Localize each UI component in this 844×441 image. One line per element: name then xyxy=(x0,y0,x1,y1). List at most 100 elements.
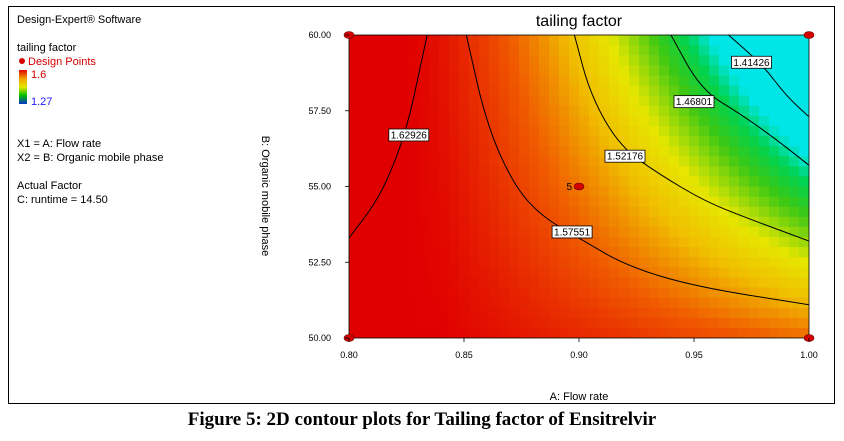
heat-cell xyxy=(429,85,440,97)
heat-cell xyxy=(429,257,440,268)
heat-cell xyxy=(489,95,500,107)
heat-cell xyxy=(709,55,720,66)
heat-cell xyxy=(519,317,530,329)
heat-cell xyxy=(359,327,370,338)
heat-cell xyxy=(579,307,590,319)
heat-cell xyxy=(499,136,510,147)
heat-cell xyxy=(549,95,560,107)
heat-cell xyxy=(519,166,530,177)
heat-cell xyxy=(759,307,770,319)
heat-cell xyxy=(649,287,660,299)
heat-cell xyxy=(709,257,720,268)
heat-cell xyxy=(769,216,780,228)
heat-cell xyxy=(689,216,700,228)
heat-cell xyxy=(669,45,680,56)
heat-cell xyxy=(549,125,560,137)
heat-cell xyxy=(499,307,510,319)
heat-cell xyxy=(729,176,740,188)
y-tick-label: 50.00 xyxy=(308,333,331,343)
heat-cell xyxy=(799,206,809,218)
heat-cell xyxy=(689,105,700,117)
heat-cell xyxy=(529,237,540,248)
heat-cell xyxy=(359,237,370,248)
heat-cell xyxy=(619,206,630,218)
heat-cell xyxy=(629,136,640,147)
heat-cell xyxy=(629,55,640,66)
heat-cell xyxy=(559,176,570,188)
heat-cell xyxy=(389,55,400,66)
heat-cell xyxy=(429,146,440,157)
heat-cell xyxy=(729,95,740,107)
heat-cell xyxy=(709,35,720,46)
heat-cell xyxy=(739,267,750,278)
heat-cell xyxy=(519,45,530,56)
heat-cell xyxy=(659,247,670,258)
heat-cell xyxy=(569,65,580,76)
heat-cell xyxy=(419,287,430,299)
heat-cell xyxy=(399,226,410,238)
heat-cell xyxy=(739,287,750,299)
heat-cell xyxy=(559,85,570,97)
heat-cell xyxy=(729,226,740,238)
heat-cell xyxy=(579,166,590,177)
heat-cell xyxy=(779,75,790,87)
heat-cell xyxy=(469,297,480,309)
heat-cell xyxy=(609,35,620,46)
heat-cell xyxy=(779,166,790,177)
heat-cell xyxy=(359,95,370,107)
heat-cell xyxy=(549,257,560,268)
heat-cell xyxy=(439,166,450,177)
heat-cell xyxy=(479,307,490,319)
heat-cell xyxy=(649,95,660,107)
heat-cell xyxy=(509,267,520,278)
heat-cell xyxy=(569,35,580,46)
heat-cell xyxy=(359,55,370,66)
heat-cell xyxy=(789,55,800,66)
heat-cell xyxy=(359,45,370,56)
heat-cell xyxy=(519,156,530,167)
heat-cell xyxy=(369,277,380,289)
heat-cell xyxy=(749,237,760,248)
heat-cell xyxy=(379,206,390,218)
heat-cell xyxy=(449,247,460,258)
heat-cell xyxy=(449,85,460,97)
heat-cell xyxy=(739,237,750,248)
heat-cell xyxy=(679,115,690,127)
heat-cell xyxy=(519,237,530,248)
heat-cell xyxy=(349,226,360,238)
heat-cell xyxy=(519,115,530,127)
heat-cell xyxy=(369,307,380,319)
heat-cell xyxy=(759,115,770,127)
heat-cell xyxy=(729,65,740,76)
heat-cell xyxy=(609,297,620,309)
heat-cell xyxy=(579,125,590,137)
heat-cell xyxy=(349,176,360,188)
chart-title: tailing factor xyxy=(536,13,623,30)
heat-cell xyxy=(389,206,400,218)
heat-cell xyxy=(789,267,800,278)
heat-cell xyxy=(379,277,390,289)
heat-cell xyxy=(799,277,809,289)
heat-cell xyxy=(519,267,530,278)
heat-cell xyxy=(539,237,550,248)
heat-cell xyxy=(439,146,450,157)
heat-cell xyxy=(519,196,530,208)
heat-cell xyxy=(649,257,660,268)
heat-cell xyxy=(499,85,510,97)
heat-cell xyxy=(509,105,520,117)
heat-cell xyxy=(719,216,730,228)
heat-cell xyxy=(449,267,460,278)
heat-cell xyxy=(439,136,450,147)
heat-cell xyxy=(559,95,570,107)
heat-cell xyxy=(399,146,410,157)
heat-cell xyxy=(359,105,370,117)
heat-cell xyxy=(659,75,670,87)
heat-cell xyxy=(799,146,809,157)
heat-cell xyxy=(469,247,480,258)
heat-cell xyxy=(789,125,800,137)
heat-cell xyxy=(499,65,510,76)
heat-cell xyxy=(419,237,430,248)
heat-cell xyxy=(569,125,580,137)
heat-cell xyxy=(709,65,720,76)
heat-cell xyxy=(459,136,470,147)
